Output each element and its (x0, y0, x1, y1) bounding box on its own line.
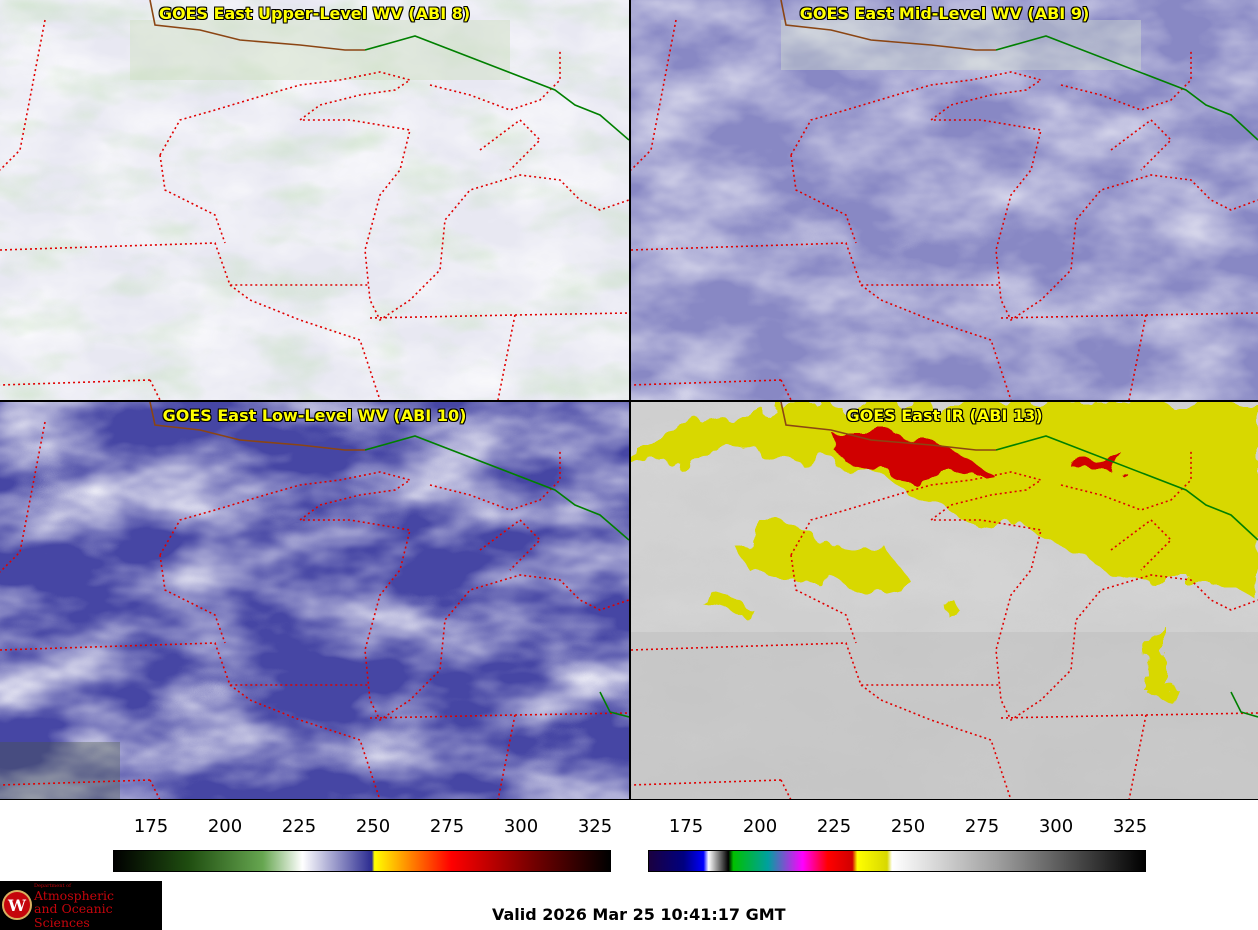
colorbar-ir-tick: 325 (1112, 816, 1148, 837)
panel-ir: GOES East IR (ABI 13) (631, 402, 1258, 800)
colorbar-wv-tick: 225 (281, 816, 317, 837)
panel-title-low: GOES East Low-Level WV (ABI 10) (162, 406, 467, 425)
panel-upper-level-wv: GOES East Upper-Level WV (ABI 8) (0, 0, 629, 400)
ir-map-borders (631, 402, 1258, 800)
logo-line-3: and Oceanic Sciences (34, 901, 113, 930)
low-map-borders (0, 402, 629, 800)
colorbar-wv-tick: 300 (503, 816, 539, 837)
low-level-wv-image (0, 402, 629, 800)
valid-time: Valid 2026 Mar 25 10:41:17 GMT (492, 905, 786, 924)
panel-title-upper: GOES East Upper-Level WV (ABI 8) (158, 4, 471, 23)
panel-divider-horizontal (0, 400, 1258, 402)
ir-cold-cloud-tops (631, 402, 1258, 702)
uw-seal-icon: W (2, 890, 32, 920)
colorbar-ir: 175 200 225 250 275 300 325 (648, 812, 1148, 872)
panel-mid-level-wv: GOES East Mid-Level WV (ABI 9) (631, 0, 1258, 400)
panel-low-level-wv: GOES East Low-Level WV (ABI 10) (0, 402, 629, 800)
colorbar-ir-tick: 300 (1038, 816, 1074, 837)
colorbar-wv-tick: 200 (207, 816, 243, 837)
colorbar-ir-tick: 250 (890, 816, 926, 837)
panel-bottom-border (0, 799, 1258, 800)
colorbar-ir-tick: 225 (816, 816, 852, 837)
logo-line-1: Department of (34, 883, 71, 889)
colorbar-wv-gradient (113, 850, 611, 872)
ir-image (631, 402, 1258, 800)
panel-title-ir: GOES East IR (ABI 13) (846, 406, 1043, 425)
upper-level-wv-image (0, 0, 629, 400)
mid-map-borders (631, 0, 1258, 400)
colorbar-wv-tick: 275 (429, 816, 465, 837)
colorbar-wv: 175 200 225 250 275 300 325 (113, 812, 613, 872)
colorbar-wv-tick: 175 (133, 816, 169, 837)
colorbar-ir-tick: 175 (668, 816, 704, 837)
panel-title-mid: GOES East Mid-Level WV (ABI 9) (799, 4, 1090, 23)
colorbar-wv-tick: 325 (577, 816, 613, 837)
aos-logo: W Department of Atmospheric and Oceanic … (0, 881, 162, 930)
colorbar-ir-tick: 275 (964, 816, 1000, 837)
logo-line-2: Atmospheric (34, 888, 115, 904)
colorbar-wv-tick: 250 (355, 816, 391, 837)
svg-text:W: W (7, 896, 27, 915)
upper-map-borders (0, 0, 629, 400)
mid-level-wv-image (631, 0, 1258, 400)
colorbar-ir-tick: 200 (742, 816, 778, 837)
colorbar-ir-gradient (648, 850, 1146, 872)
